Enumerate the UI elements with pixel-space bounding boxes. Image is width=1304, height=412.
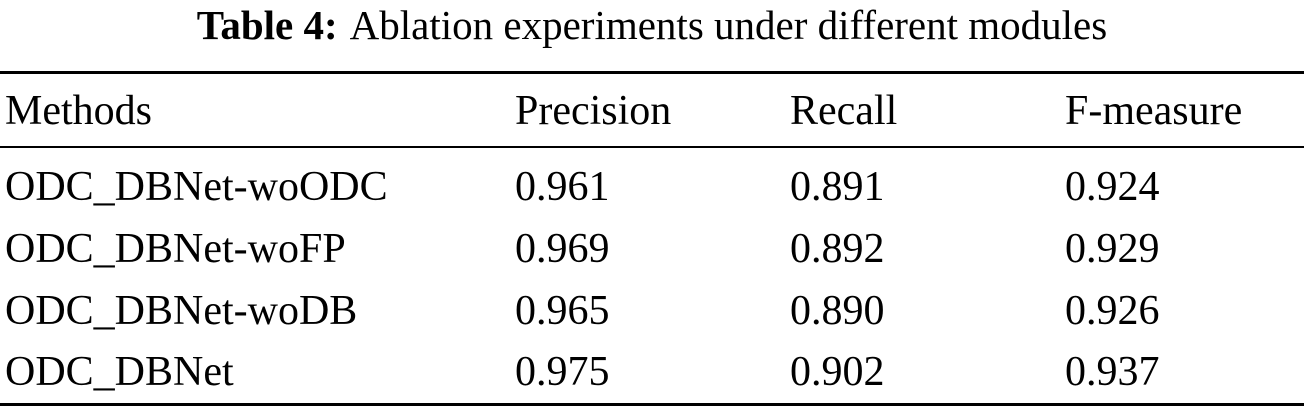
table-cell: 0.975 bbox=[515, 349, 610, 395]
table-cell: ODC_DBNet-woFP bbox=[5, 226, 346, 272]
caption: Table 4: Ablation experiments under diffe… bbox=[0, 0, 1304, 50]
table-cell: ODC_DBNet-woDB bbox=[5, 288, 358, 334]
table-cell: 0.926 bbox=[1065, 288, 1160, 334]
table-cell: 0.965 bbox=[515, 288, 610, 334]
bottom-rule bbox=[0, 403, 1304, 406]
header-cell: Precision bbox=[515, 88, 672, 134]
top-rule bbox=[0, 71, 1304, 74]
table-cell: ODC_DBNet-woODC bbox=[5, 164, 388, 210]
caption-text: Ablation experiments under different mod… bbox=[349, 2, 1108, 48]
header-cell: Recall bbox=[790, 88, 898, 134]
table-cell: 0.891 bbox=[790, 164, 885, 210]
table-cell: 0.924 bbox=[1065, 164, 1160, 210]
table-cell: 0.937 bbox=[1065, 349, 1160, 395]
table-cell: ODC_DBNet bbox=[5, 349, 234, 395]
table-cell: 0.929 bbox=[1065, 226, 1160, 272]
table-cell: 0.902 bbox=[790, 349, 885, 395]
table-cell: 0.892 bbox=[790, 226, 885, 272]
caption-label: Table 4: bbox=[196, 2, 338, 48]
table-cell: 0.961 bbox=[515, 164, 610, 210]
table-cell: 0.969 bbox=[515, 226, 610, 272]
table-cell: 0.890 bbox=[790, 288, 885, 334]
header-rule bbox=[0, 146, 1304, 148]
header-cell: Methods bbox=[5, 88, 152, 134]
header-cell: F-measure bbox=[1065, 88, 1243, 134]
